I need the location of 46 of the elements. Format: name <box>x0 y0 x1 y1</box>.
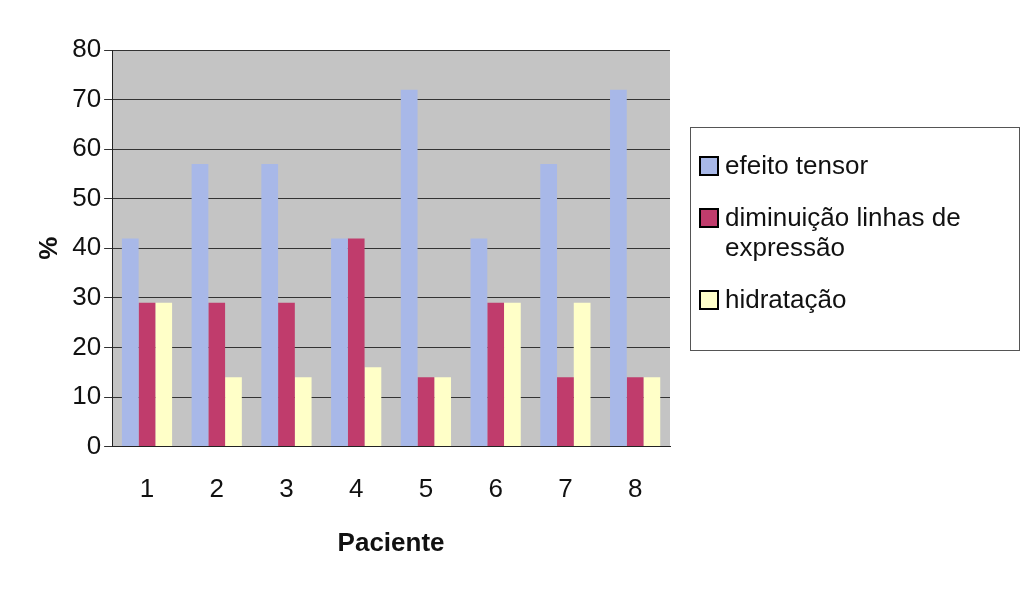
bar <box>434 377 452 447</box>
x-tick-label: 4 <box>348 473 364 504</box>
bar <box>540 164 558 447</box>
bar <box>347 238 365 447</box>
x-axis-title: Paciente <box>337 526 445 557</box>
bar <box>417 377 435 447</box>
bar <box>261 164 279 447</box>
bar <box>504 302 521 447</box>
bar <box>487 302 505 447</box>
bar <box>155 302 173 447</box>
legend-label: diminuição linhas de expressão <box>725 202 962 262</box>
y-tick-label: 20 <box>72 330 102 361</box>
bar <box>278 302 295 447</box>
x-tick-label: 3 <box>279 473 294 504</box>
y-axis-title: % <box>32 236 63 260</box>
x-tick-label: 2 <box>209 473 224 504</box>
x-tick-label: 5 <box>418 473 434 504</box>
y-tick-label: 10 <box>72 380 102 411</box>
y-tick-label: 80 <box>72 33 102 64</box>
bar <box>225 377 242 447</box>
bar <box>364 367 382 447</box>
y-tick-label: 30 <box>72 281 102 312</box>
y-tick-label: 60 <box>72 132 102 163</box>
y-tick-label: 0 <box>86 429 102 460</box>
legend-label: hidratação <box>725 284 847 314</box>
bar <box>138 302 156 447</box>
bar <box>557 377 574 447</box>
y-tick-label: 70 <box>72 82 102 113</box>
y-tick-label: 50 <box>72 181 102 212</box>
bar <box>573 302 591 447</box>
bar <box>400 89 418 447</box>
bar <box>626 377 644 447</box>
bar <box>643 377 661 447</box>
x-tick-label: 7 <box>558 473 573 504</box>
y-tick-label: 40 <box>72 231 102 262</box>
bar <box>610 89 627 447</box>
bar <box>331 238 348 447</box>
x-tick-label: 8 <box>627 473 643 504</box>
bar <box>121 238 139 447</box>
bar <box>208 302 226 447</box>
bar <box>294 377 312 447</box>
bar <box>470 238 488 447</box>
bar <box>191 164 209 447</box>
x-tick-label: 6 <box>488 473 503 504</box>
legend-label: efeito tensor <box>725 150 869 180</box>
x-tick-label: 1 <box>139 473 155 504</box>
